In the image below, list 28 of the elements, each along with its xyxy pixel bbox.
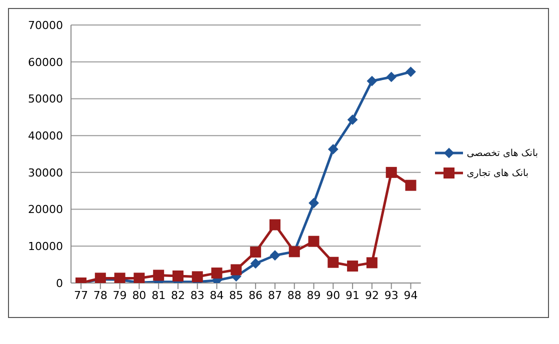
y-tick-label: 60000 xyxy=(28,56,63,69)
x-tick-label: 88 xyxy=(287,288,302,302)
x-tick-label: 80 xyxy=(132,288,146,302)
x-tick-label: 90 xyxy=(326,288,340,302)
legend-label: بانک های تجاری xyxy=(466,168,529,178)
x-tick-label: 94 xyxy=(404,288,418,302)
x-tick-label: 77 xyxy=(74,288,88,302)
x-tick-label: 85 xyxy=(229,288,244,302)
x-tick-label: 91 xyxy=(346,288,360,302)
y-tick-label: 40000 xyxy=(28,129,63,142)
y-tick-label: 70000 xyxy=(28,18,63,32)
y-tick-label: 30000 xyxy=(28,166,63,180)
x-tick-label: 89 xyxy=(306,288,321,302)
y-tick-label: 50000 xyxy=(28,92,63,106)
x-tick-label: 86 xyxy=(248,288,263,302)
x-tick-label: 83 xyxy=(190,288,204,302)
x-tick-label: 81 xyxy=(152,288,166,302)
x-tick-label: 93 xyxy=(384,288,398,302)
y-tick-label: 20000 xyxy=(28,203,63,216)
legend-label: بانک های تخصصی xyxy=(466,148,538,158)
y-tick-label: 10000 xyxy=(28,240,63,254)
x-tick-label: 78 xyxy=(93,288,108,302)
x-tick-label: 84 xyxy=(210,288,224,302)
x-tick-label: 92 xyxy=(364,288,379,302)
x-tick-label: 79 xyxy=(112,288,127,302)
x-tick-label: 87 xyxy=(268,288,282,302)
x-tick-label: 82 xyxy=(170,288,185,302)
y-tick-label: 0 xyxy=(56,276,63,290)
